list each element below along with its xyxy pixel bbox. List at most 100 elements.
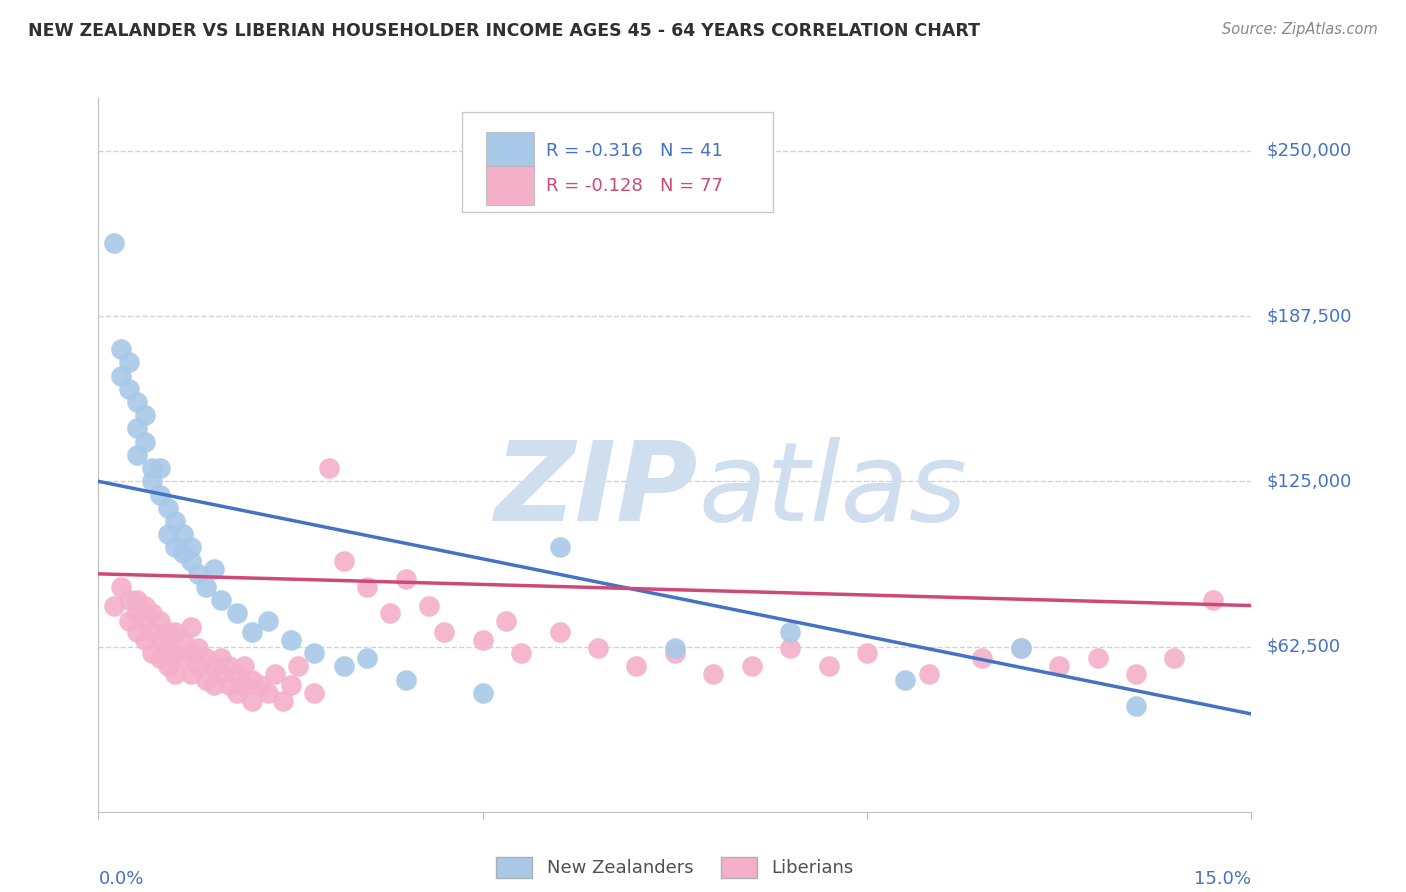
Point (209, 667, 232, 681)
Point (103, 236, 125, 251)
Point (1163, 651, 1185, 665)
Point (118, 382, 141, 396)
Point (141, 461, 163, 475)
Point (233, 659, 256, 673)
FancyBboxPatch shape (486, 132, 534, 170)
Point (1047, 659, 1070, 673)
Point (165, 541, 187, 555)
Text: $187,500: $187,500 (1267, 307, 1353, 326)
Point (817, 659, 839, 673)
FancyBboxPatch shape (486, 166, 534, 205)
Point (134, 615, 156, 629)
FancyBboxPatch shape (461, 112, 773, 212)
Text: $250,000: $250,000 (1267, 142, 1353, 160)
Point (395, 673, 418, 687)
Point (356, 580, 378, 594)
Text: R = -0.128   N = 77: R = -0.128 N = 77 (546, 177, 723, 194)
Point (172, 632, 194, 647)
Text: ZIP: ZIP (495, 437, 697, 544)
Point (165, 625, 187, 640)
Point (418, 599, 440, 613)
Point (134, 434, 156, 449)
Point (894, 673, 917, 687)
Point (225, 607, 247, 621)
Point (495, 615, 517, 629)
Point (271, 694, 294, 708)
Point (202, 659, 225, 673)
Point (1125, 667, 1147, 681)
Text: $125,000: $125,000 (1267, 473, 1353, 491)
Point (141, 475, 163, 489)
Point (664, 646, 686, 660)
Point (202, 678, 225, 692)
Point (110, 580, 132, 594)
Point (233, 678, 256, 692)
Point (664, 640, 686, 655)
Point (972, 651, 994, 665)
Point (741, 659, 763, 673)
Point (548, 541, 571, 555)
Point (702, 667, 724, 681)
Point (187, 659, 209, 673)
Point (209, 651, 232, 665)
Point (156, 527, 179, 541)
Text: $62,500: $62,500 (1267, 638, 1341, 656)
Point (118, 355, 141, 369)
Point (856, 646, 879, 660)
Point (118, 615, 141, 629)
Point (779, 640, 801, 655)
Legend: New Zealanders, Liberians: New Zealanders, Liberians (489, 849, 860, 885)
Point (395, 572, 418, 586)
Point (187, 566, 209, 581)
Point (125, 593, 148, 607)
Point (240, 694, 263, 708)
Point (125, 421, 148, 435)
Point (1010, 640, 1032, 655)
Point (471, 686, 494, 700)
Point (156, 625, 179, 640)
Point (165, 646, 187, 660)
Point (917, 667, 939, 681)
Point (156, 640, 179, 655)
Point (380, 607, 402, 621)
Point (118, 593, 141, 607)
Point (180, 554, 202, 568)
Text: 0.0%: 0.0% (98, 870, 143, 888)
Point (156, 500, 179, 515)
Point (149, 615, 172, 629)
Point (302, 686, 325, 700)
Point (125, 395, 148, 409)
Point (318, 461, 340, 475)
Point (1125, 698, 1147, 713)
Point (333, 554, 356, 568)
Point (149, 651, 172, 665)
Point (149, 461, 172, 475)
Point (225, 667, 247, 681)
Point (141, 625, 163, 640)
Point (180, 646, 202, 660)
Text: atlas: atlas (697, 437, 966, 544)
Point (471, 632, 494, 647)
Point (195, 673, 218, 687)
Point (356, 651, 378, 665)
Point (165, 667, 187, 681)
Text: Source: ZipAtlas.com: Source: ZipAtlas.com (1222, 22, 1378, 37)
Point (180, 541, 202, 555)
Point (626, 659, 648, 673)
Text: R = -0.316   N = 41: R = -0.316 N = 41 (546, 142, 723, 161)
Point (586, 640, 609, 655)
Point (240, 625, 263, 640)
Point (264, 667, 287, 681)
Point (779, 625, 801, 640)
Point (333, 659, 356, 673)
Point (125, 625, 148, 640)
Point (134, 599, 156, 613)
Point (225, 686, 247, 700)
Point (218, 678, 240, 692)
Point (141, 607, 163, 621)
Point (125, 448, 148, 462)
Point (218, 659, 240, 673)
Point (209, 593, 232, 607)
Point (134, 409, 156, 423)
Point (280, 632, 302, 647)
